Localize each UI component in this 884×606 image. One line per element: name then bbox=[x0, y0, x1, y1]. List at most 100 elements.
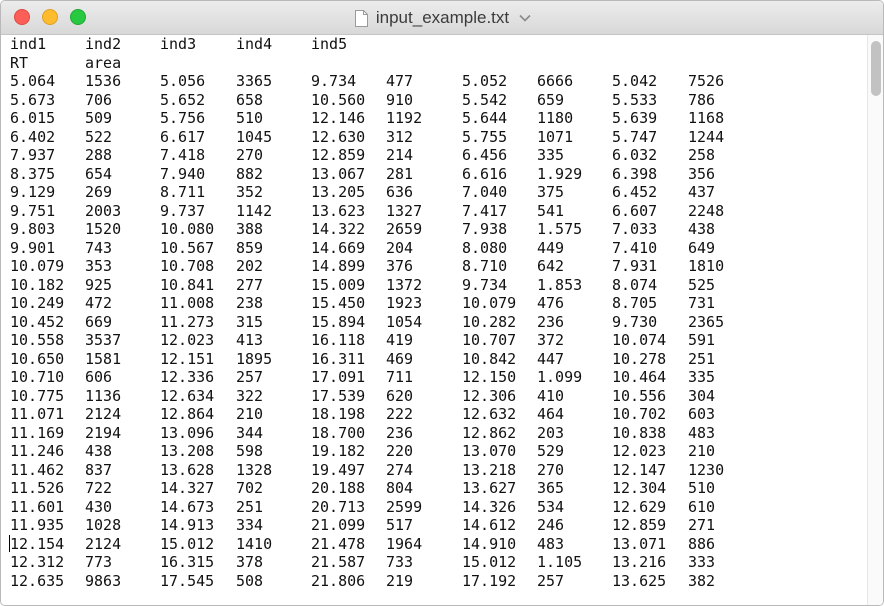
text-cell: 12.629 bbox=[612, 497, 667, 516]
text-cell: 274 bbox=[386, 460, 414, 479]
scrollbar-thumb[interactable] bbox=[871, 41, 881, 96]
text-cell: 476 bbox=[537, 294, 565, 312]
text-cell: 13.096 bbox=[160, 423, 215, 442]
text-cell: 508 bbox=[236, 571, 264, 590]
text-cell: 464 bbox=[537, 405, 565, 423]
text-cell: 711 bbox=[386, 368, 414, 386]
text-cell: 344 bbox=[236, 423, 264, 442]
text-cell: 6666 bbox=[537, 72, 574, 90]
text-cell: 7.417 bbox=[462, 201, 508, 220]
text-cell: 12.147 bbox=[612, 460, 667, 479]
text-cell: 270 bbox=[236, 146, 264, 164]
text-cursor bbox=[9, 535, 10, 552]
text-cell: 269 bbox=[85, 183, 113, 201]
zoom-button[interactable] bbox=[70, 9, 86, 25]
text-cell: 11.462 bbox=[10, 460, 65, 479]
title-bar[interactable]: input_example.txt bbox=[1, 1, 883, 35]
text-cell: 1.929 bbox=[537, 164, 583, 183]
text-cell: 9.901 bbox=[10, 238, 56, 257]
text-cell: 12.859 bbox=[311, 146, 366, 164]
text-cell: 636 bbox=[386, 183, 414, 201]
text-cell: 6.032 bbox=[612, 146, 658, 164]
text-cell: 649 bbox=[688, 238, 716, 257]
text-cell: 5.652 bbox=[160, 90, 206, 109]
text-cell: 10.452 bbox=[10, 312, 65, 331]
text-cell: 6.617 bbox=[160, 127, 206, 146]
text-cell: 246 bbox=[537, 516, 565, 534]
chevron-down-icon[interactable] bbox=[519, 14, 531, 22]
text-cell: 2124 bbox=[85, 405, 122, 423]
text-cell: 10.074 bbox=[612, 331, 667, 349]
text-cell: 312 bbox=[386, 127, 414, 146]
text-cell: 610 bbox=[688, 497, 716, 516]
text-cell: 270 bbox=[537, 460, 565, 479]
vertical-scrollbar[interactable] bbox=[867, 35, 883, 605]
text-cell: 12.630 bbox=[311, 127, 366, 146]
text-cell: 13.205 bbox=[311, 183, 366, 201]
text-cell: 3365 bbox=[236, 72, 273, 90]
text-cell: 220 bbox=[386, 442, 414, 460]
text-cell: 773 bbox=[85, 553, 113, 571]
text-cell: 251 bbox=[688, 349, 716, 368]
text-cell: 365 bbox=[537, 479, 565, 497]
text-cell: 859 bbox=[236, 238, 264, 257]
text-cell: 1372 bbox=[386, 275, 423, 294]
text-cell: 210 bbox=[236, 405, 264, 423]
close-button[interactable] bbox=[14, 9, 30, 25]
text-cell: 8.705 bbox=[612, 294, 658, 312]
text-cell: 21.099 bbox=[311, 516, 366, 534]
text-cell: 477 bbox=[386, 72, 414, 90]
text-cell: 510 bbox=[236, 109, 264, 127]
text-cell: 214 bbox=[386, 146, 414, 164]
text-cell: 603 bbox=[688, 405, 716, 423]
text-cell: 669 bbox=[85, 312, 113, 331]
text-cell: area bbox=[85, 53, 122, 72]
text-cell: 11.169 bbox=[10, 423, 65, 442]
text-cell: 606 bbox=[85, 368, 113, 386]
text-cell: 12.864 bbox=[160, 405, 215, 423]
text-cell: 12.312 bbox=[10, 553, 65, 571]
text-cell: 620 bbox=[386, 386, 414, 405]
text-cell: 11.246 bbox=[10, 442, 65, 460]
text-cell: 219 bbox=[386, 571, 414, 590]
text-cell: 1028 bbox=[85, 516, 122, 534]
text-cell: 10.249 bbox=[10, 294, 65, 312]
text-cell: 659 bbox=[537, 90, 565, 109]
text-cell: 15.012 bbox=[160, 534, 215, 553]
text-cell: 1.575 bbox=[537, 220, 583, 238]
text-cell: 5.533 bbox=[612, 90, 658, 109]
minimize-button[interactable] bbox=[42, 9, 58, 25]
window-title-area[interactable]: input_example.txt bbox=[1, 1, 883, 35]
text-cell: 483 bbox=[688, 423, 716, 442]
text-cell: 2365 bbox=[688, 312, 725, 331]
window-title: input_example.txt bbox=[375, 8, 510, 27]
text-cell: 12.336 bbox=[160, 368, 215, 386]
text-cell: 281 bbox=[386, 164, 414, 183]
text-cell: 534 bbox=[537, 497, 565, 516]
text-content-area[interactable]: ind1 ind2 ind3 ind4 ind5 RT area 5.064 1536 5.056… bbox=[1, 35, 867, 605]
text-cell: 1192 bbox=[386, 109, 423, 127]
text-cell: 12.862 bbox=[462, 423, 517, 442]
text-cell: 13.071 bbox=[612, 534, 667, 553]
text-cell: 6.452 bbox=[612, 183, 658, 201]
text-cell: 21.587 bbox=[311, 553, 366, 571]
text-cell: 13.216 bbox=[612, 553, 667, 571]
text-cell: 447 bbox=[537, 349, 565, 368]
text-cell: 10.567 bbox=[160, 238, 215, 257]
text-cell: 469 bbox=[386, 349, 414, 368]
text-cell: 9.803 bbox=[10, 220, 56, 238]
text-cell: 837 bbox=[85, 460, 113, 479]
text-cell: 1.105 bbox=[537, 553, 583, 571]
text-cell: 14.669 bbox=[311, 238, 366, 257]
text-cell: 21.478 bbox=[311, 534, 366, 553]
text-cell: 17.091 bbox=[311, 368, 366, 386]
text-cell: 6.402 bbox=[10, 127, 56, 146]
text-cell: 21.806 bbox=[311, 571, 366, 590]
text-cell: 222 bbox=[386, 405, 414, 423]
text-cell: 17.192 bbox=[462, 571, 517, 590]
text-cell: 17.545 bbox=[160, 571, 215, 590]
text-cell: 14.910 bbox=[462, 534, 517, 553]
text-cell: 658 bbox=[236, 90, 264, 109]
text-cell: 413 bbox=[236, 331, 264, 349]
text-cell: 9863 bbox=[85, 571, 122, 590]
